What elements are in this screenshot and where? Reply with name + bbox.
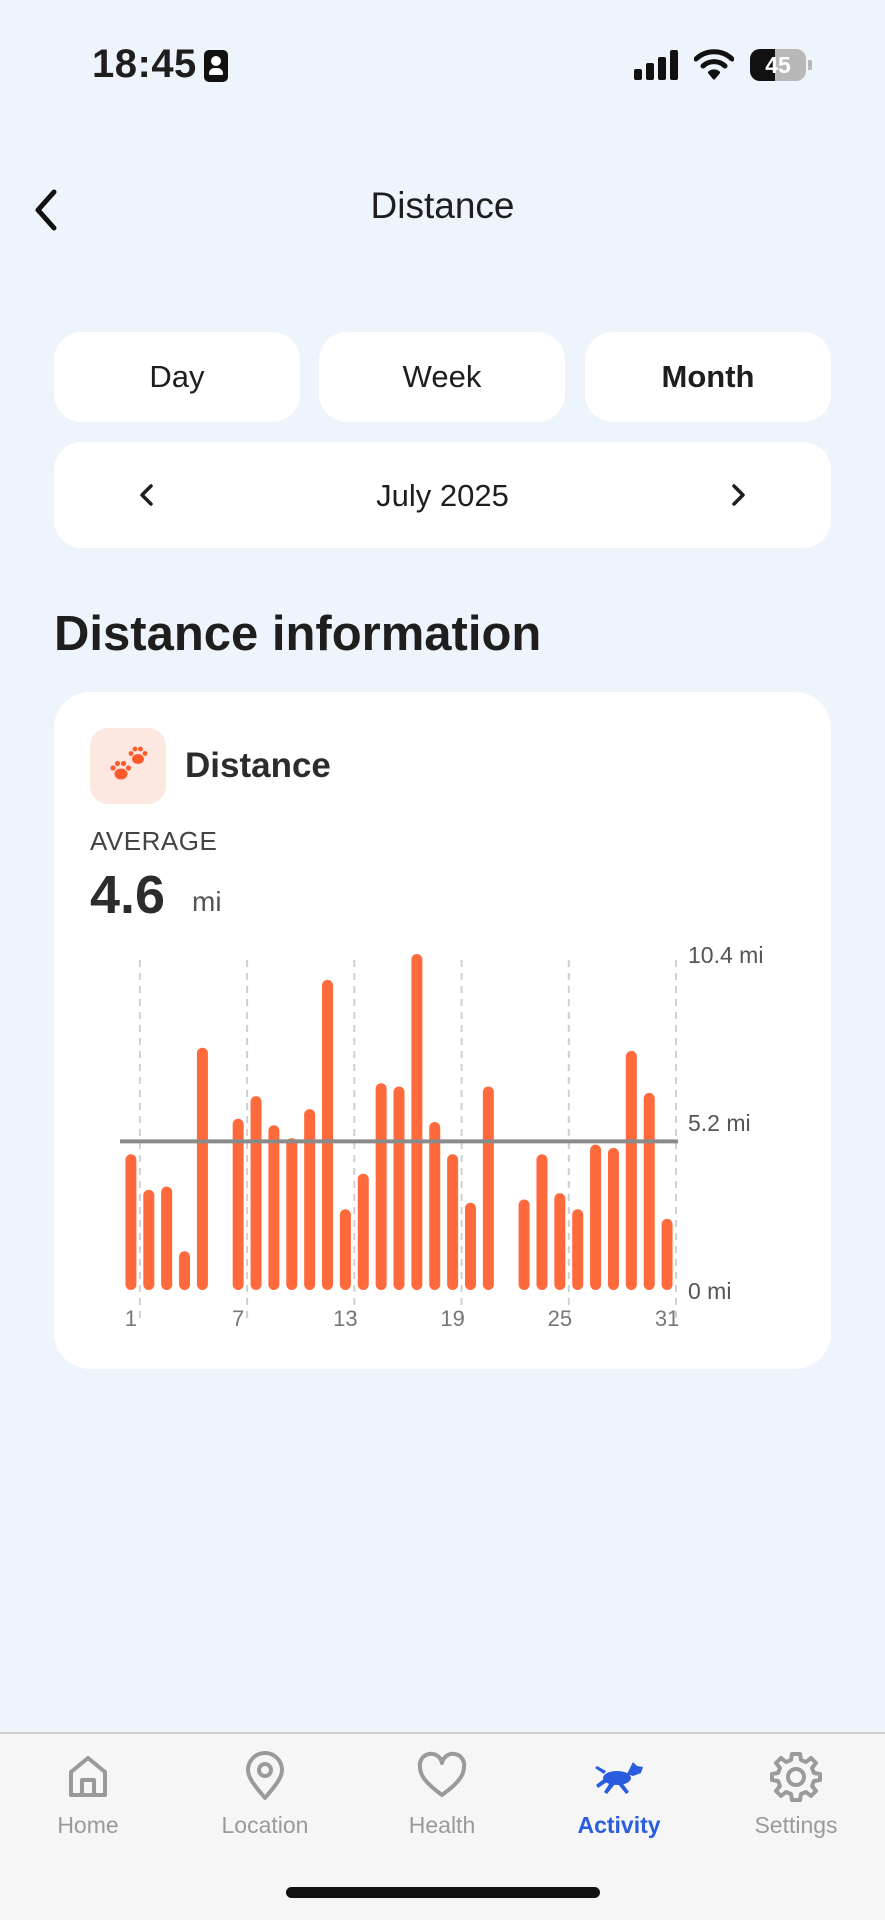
battery-level: 45 (765, 52, 791, 78)
heart-icon (417, 1751, 467, 1797)
chart-bar (161, 1186, 173, 1290)
period-label: July 2025 (376, 478, 509, 513)
chart-bar (339, 1209, 351, 1290)
chart-bar (447, 1154, 459, 1290)
chart-bar (250, 1096, 262, 1290)
gear-icon (770, 1752, 822, 1802)
chart-bar (357, 1173, 369, 1290)
nav-home[interactable]: Home (3, 1748, 173, 1868)
chart-x-tick-label: 25 (548, 1306, 572, 1331)
chart-bar (268, 1125, 280, 1290)
chart-bar (143, 1189, 155, 1290)
chevron-left-icon (35, 189, 57, 231)
distance-bar-chart: 0 mi 5.2 mi 10.4 mi 1 7 13 19 25 31 (120, 942, 763, 1331)
chart-bar (286, 1138, 298, 1290)
chart-bar (518, 1199, 530, 1290)
chart-x-tick-label: 1 (125, 1306, 137, 1331)
chart-bar (125, 1154, 137, 1290)
tab-day[interactable]: Day (54, 332, 300, 422)
back-button[interactable] (22, 180, 82, 240)
nav-health[interactable]: Health (357, 1748, 527, 1868)
nav-home-label: Home (57, 1812, 119, 1838)
chart-bar (322, 979, 334, 1290)
page-title: Distance (370, 185, 515, 226)
location-pin-icon (246, 1751, 284, 1800)
chart-bar (179, 1251, 191, 1290)
chart-x-tick-label: 19 (440, 1306, 464, 1331)
nav-activity-label: Activity (577, 1812, 661, 1838)
card-title: Distance (185, 746, 331, 785)
chart-bar (232, 1118, 244, 1290)
chart-bar (375, 1083, 387, 1290)
tab-week[interactable]: Week (319, 332, 565, 422)
cellular-signal-icon (634, 50, 680, 80)
battery-icon: 45 (750, 49, 812, 81)
tab-month[interactable]: Month (585, 332, 831, 422)
section-heading: Distance information (54, 607, 542, 661)
chart-bar (304, 1109, 316, 1290)
nav-location[interactable]: Location (180, 1748, 350, 1868)
chart-bar (536, 1154, 548, 1290)
home-indicator (286, 1887, 600, 1898)
wifi-icon (693, 48, 735, 80)
status-time: 18:45 (92, 42, 197, 86)
chart-y-tick-label: 10.4 mi (688, 942, 763, 968)
period-navigator: July 2025 (54, 442, 831, 548)
chart-bar (572, 1209, 584, 1290)
previous-period-button[interactable] (127, 475, 167, 515)
contact-card-icon (204, 50, 228, 82)
chart-bar (661, 1218, 673, 1290)
average-unit: mi (192, 886, 222, 917)
chart-bar (393, 1086, 405, 1290)
chart-bar (464, 1202, 476, 1290)
chevron-right-icon (732, 484, 745, 506)
status-bar: 18:45 45 (0, 0, 885, 130)
average-label: AVERAGE (90, 826, 218, 856)
running-dog-icon (595, 1762, 643, 1794)
chart-bar (590, 1144, 602, 1290)
chart-x-tick-label: 13 (333, 1306, 357, 1331)
chart-x-tick-label: 7 (232, 1306, 244, 1331)
chart-y-tick-label: 5.2 mi (688, 1110, 751, 1136)
paw-prints-icon (90, 728, 166, 804)
nav-activity[interactable]: Activity (534, 1748, 704, 1868)
chevron-left-icon (140, 484, 153, 506)
chart-bar (411, 954, 423, 1290)
home-icon (69, 1756, 107, 1797)
chart-bar (429, 1122, 441, 1290)
chart-x-tick-label: 31 (655, 1306, 679, 1331)
nav-health-label: Health (408, 1812, 476, 1838)
chart-bar (643, 1092, 655, 1290)
chart-bar (196, 1047, 208, 1290)
average-value: 4.6 (90, 865, 166, 925)
nav-location-label: Location (221, 1812, 309, 1838)
chart-bar (607, 1147, 619, 1290)
next-period-button[interactable] (718, 475, 758, 515)
distance-card: Distance AVERAGE 4.6 mi 0 mi 5.2 mi 10.4 m… (54, 692, 831, 1369)
chart-y-tick-label: 0 mi (688, 1278, 731, 1304)
nav-settings-label: Settings (754, 1812, 838, 1838)
nav-settings[interactable]: Settings (711, 1748, 881, 1868)
chart-bar (625, 1050, 637, 1290)
chart-bar (554, 1193, 566, 1290)
chart-bar (482, 1086, 494, 1290)
